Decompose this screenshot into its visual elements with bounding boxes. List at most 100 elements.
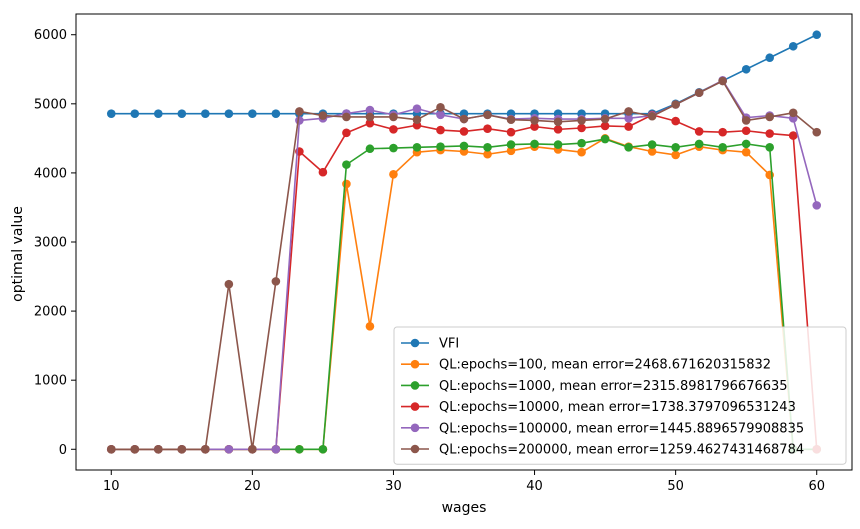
legend-item: QL:epochs=10000, mean error=1738.3797096… <box>401 400 796 415</box>
data-point <box>271 277 281 286</box>
data-point <box>718 76 727 86</box>
data-point <box>365 118 375 128</box>
legend-swatch-marker <box>410 402 420 411</box>
data-point <box>130 444 140 454</box>
x-tick-label: 20 <box>244 479 261 494</box>
data-point <box>624 114 633 123</box>
data-point <box>459 141 469 151</box>
data-point <box>295 116 304 125</box>
data-point <box>201 444 210 454</box>
y-axis-ticks: 0 1000 2000 3000 4000 5000 6000 <box>34 28 76 458</box>
data-point <box>530 139 539 149</box>
data-point <box>318 444 328 454</box>
legend-swatch-marker <box>410 423 420 433</box>
data-point <box>530 122 539 131</box>
data-point <box>365 321 375 331</box>
data-point <box>647 111 657 121</box>
data-point <box>553 117 563 127</box>
data-point <box>389 169 398 179</box>
data-point <box>412 115 422 125</box>
data-point <box>671 100 680 109</box>
data-point <box>106 109 116 118</box>
data-point <box>694 88 704 98</box>
data-point <box>224 279 234 289</box>
y-tick-label: 4000 <box>34 166 67 181</box>
data-point <box>788 41 798 51</box>
data-point <box>577 123 586 133</box>
x-tick-label: 10 <box>103 479 120 494</box>
data-point <box>342 112 351 122</box>
data-point <box>718 143 727 152</box>
data-point <box>154 444 163 454</box>
data-point <box>647 140 657 149</box>
data-point <box>436 125 445 135</box>
y-tick-label: 1000 <box>34 374 67 389</box>
data-point <box>318 111 328 120</box>
data-point <box>177 109 187 118</box>
data-point <box>483 149 492 159</box>
data-point <box>741 147 751 157</box>
x-tick-label: 50 <box>667 479 684 494</box>
data-point <box>741 116 751 125</box>
legend-item: QL:epochs=100000, mean error=1445.889657… <box>401 421 804 436</box>
data-point <box>436 110 445 120</box>
data-point <box>624 107 633 116</box>
data-point <box>671 116 680 126</box>
data-point <box>342 179 351 189</box>
data-point <box>553 140 563 149</box>
y-tick-label: 6000 <box>34 28 67 43</box>
data-point <box>130 109 140 118</box>
legend-item: QL:epochs=200000, mean error=1259.462743… <box>401 443 804 458</box>
x-axis-label: wages <box>442 500 487 516</box>
data-point <box>506 146 516 156</box>
data-point <box>365 105 375 115</box>
data-point <box>812 30 822 40</box>
legend-label: QL:epochs=100, mean error=2468.671620315… <box>439 358 771 373</box>
data-point <box>389 125 398 134</box>
data-point <box>177 444 187 454</box>
data-point <box>671 143 680 152</box>
series-5 <box>106 76 822 454</box>
data-point <box>295 107 304 116</box>
data-point <box>812 127 822 137</box>
data-point <box>765 53 774 63</box>
data-point <box>812 201 822 210</box>
data-point <box>436 142 445 151</box>
data-point <box>741 126 751 136</box>
legend-item: QL:epochs=100, mean error=2468.671620315… <box>401 358 771 373</box>
legend-label: VFI <box>439 337 459 352</box>
data-point <box>694 139 704 149</box>
y-tick-label: 3000 <box>34 236 67 251</box>
data-point <box>271 444 281 454</box>
data-point <box>577 138 586 148</box>
data-point <box>459 127 469 136</box>
data-point <box>412 104 422 113</box>
data-point <box>530 116 539 125</box>
data-point <box>459 114 469 124</box>
data-point <box>248 109 257 118</box>
data-point <box>506 140 516 149</box>
data-point <box>671 150 680 160</box>
data-point <box>600 121 610 131</box>
data-point <box>624 143 633 152</box>
data-point <box>389 143 398 153</box>
data-point <box>647 147 657 156</box>
data-point <box>553 125 563 134</box>
legend-swatch-marker <box>410 444 420 454</box>
data-point <box>765 112 774 122</box>
legend-label: QL:epochs=100000, mean error=1445.889657… <box>439 421 804 436</box>
y-axis-label: optimal value <box>10 206 26 302</box>
data-point <box>483 143 492 152</box>
data-point <box>741 139 751 149</box>
legend-box <box>393 326 847 465</box>
legend: VFI QL:epochs=100, mean error=2468.671620… <box>393 326 847 465</box>
x-tick-label: 30 <box>385 479 402 494</box>
data-point <box>248 444 257 454</box>
data-point <box>718 127 727 137</box>
legend-swatch-marker <box>410 359 420 369</box>
x-tick-label: 40 <box>526 479 543 494</box>
x-axis-ticks: 10 20 30 40 50 60 <box>103 470 825 494</box>
data-point <box>788 131 798 140</box>
data-point <box>600 134 610 144</box>
